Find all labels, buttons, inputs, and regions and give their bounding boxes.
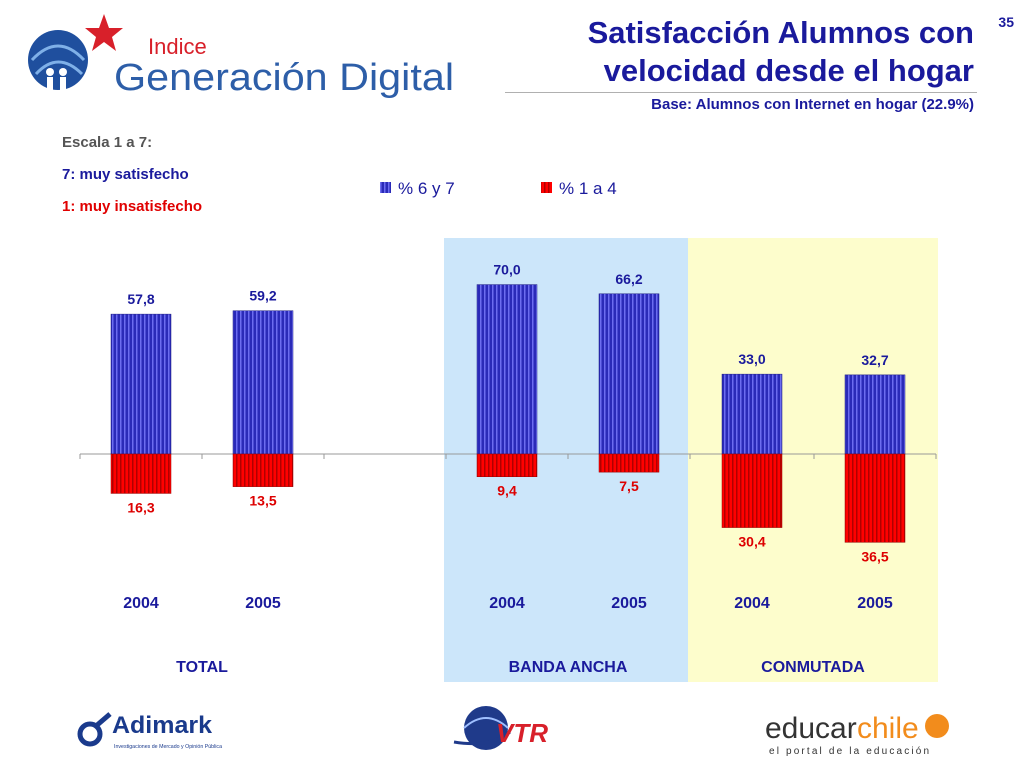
svg-text:VTR: VTR bbox=[496, 718, 548, 748]
scale-note-line-3: 1: muy insatisfecho bbox=[62, 198, 203, 215]
group-label: CONMUTADA bbox=[761, 659, 865, 676]
bar-satisfied bbox=[232, 310, 294, 455]
bar-unsatisfied bbox=[598, 453, 660, 473]
chart-subtitle: Base: Alumnos con Internet en hogar (22.… bbox=[651, 96, 974, 113]
x-tick-label: 2005 bbox=[611, 595, 647, 612]
x-tick-label: 2005 bbox=[857, 595, 893, 612]
data-label-unsatisfied: 16,3 bbox=[127, 499, 154, 515]
x-tick-label: 2005 bbox=[245, 595, 281, 612]
page-title: Satisfacción Alumnos con velocidad desde… bbox=[588, 14, 974, 90]
star-icon bbox=[85, 14, 123, 51]
svg-text:chile: chile bbox=[857, 712, 919, 745]
bar-unsatisfied bbox=[232, 453, 294, 487]
legend-label: % 6 y 7 bbox=[398, 179, 455, 198]
bar-satisfied bbox=[110, 313, 172, 455]
group-label: TOTAL bbox=[176, 659, 228, 676]
data-label-satisfied: 59,2 bbox=[249, 288, 276, 304]
group-label: BANDA ANCHA bbox=[509, 659, 628, 676]
bar-unsatisfied bbox=[476, 453, 538, 477]
title-line-1: Satisfacción Alumnos con bbox=[587, 15, 974, 50]
title-line-2: velocidad desde el hogar bbox=[603, 53, 974, 88]
x-tick-label: 2004 bbox=[489, 595, 525, 612]
title-divider bbox=[505, 92, 977, 93]
page-number: 35 bbox=[998, 14, 1014, 30]
satisfaction-bar-chart: TOTAL BANDA ANCHA CONMUTADA 57,8 16,3 2004 59,… bbox=[79, 179, 938, 682]
bar-unsatisfied bbox=[844, 453, 906, 543]
data-label-satisfied: 70,0 bbox=[493, 262, 520, 278]
globe-icon bbox=[28, 30, 88, 90]
data-label-satisfied: 57,8 bbox=[127, 291, 154, 307]
data-label-unsatisfied: 30,4 bbox=[738, 534, 765, 550]
legend-swatch bbox=[541, 182, 552, 193]
bar-unsatisfied bbox=[110, 453, 172, 494]
data-label-unsatisfied: 13,5 bbox=[249, 493, 276, 509]
x-tick-label: 2004 bbox=[123, 595, 159, 612]
bar-satisfied bbox=[844, 374, 906, 455]
data-label-unsatisfied: 9,4 bbox=[497, 483, 517, 499]
data-label-satisfied: 33,0 bbox=[738, 351, 765, 367]
svg-text:Adimark: Adimark bbox=[112, 712, 213, 739]
data-label-unsatisfied: 7,5 bbox=[619, 478, 639, 494]
legend-swatch bbox=[380, 182, 391, 193]
educarchile-logo: educar chile el portal de la educación bbox=[765, 712, 949, 757]
scale-note-line-1: Escala 1 a 7: bbox=[62, 134, 153, 151]
svg-text:el portal de la educación: el portal de la educación bbox=[769, 746, 929, 757]
bar-satisfied bbox=[598, 293, 660, 455]
logo-big-text: Generación Digital bbox=[114, 57, 454, 99]
scale-note-line-2: 7: muy satisfecho bbox=[62, 166, 189, 183]
bar-unsatisfied bbox=[721, 453, 783, 528]
indice-generacion-digital-logo: Indice Generación Digital bbox=[28, 14, 454, 99]
data-label-satisfied: 66,2 bbox=[615, 271, 642, 287]
svg-text:educar: educar bbox=[765, 712, 857, 745]
bar-satisfied bbox=[721, 373, 783, 455]
logo-small-text: Indice bbox=[148, 34, 207, 59]
legend-label: % 1 a 4 bbox=[559, 179, 617, 198]
vtr-logo: VTR bbox=[453, 706, 548, 750]
bar-satisfied bbox=[476, 284, 538, 455]
x-tick-label: 2004 bbox=[734, 595, 770, 612]
svg-text:Investigaciones de Mercado y O: Investigaciones de Mercado y Opinión Púb… bbox=[114, 744, 222, 750]
data-label-satisfied: 32,7 bbox=[861, 352, 888, 368]
adimark-logo: Adimark Investigaciones de Mercado y Opi… bbox=[77, 712, 222, 750]
data-label-unsatisfied: 36,5 bbox=[861, 548, 888, 564]
